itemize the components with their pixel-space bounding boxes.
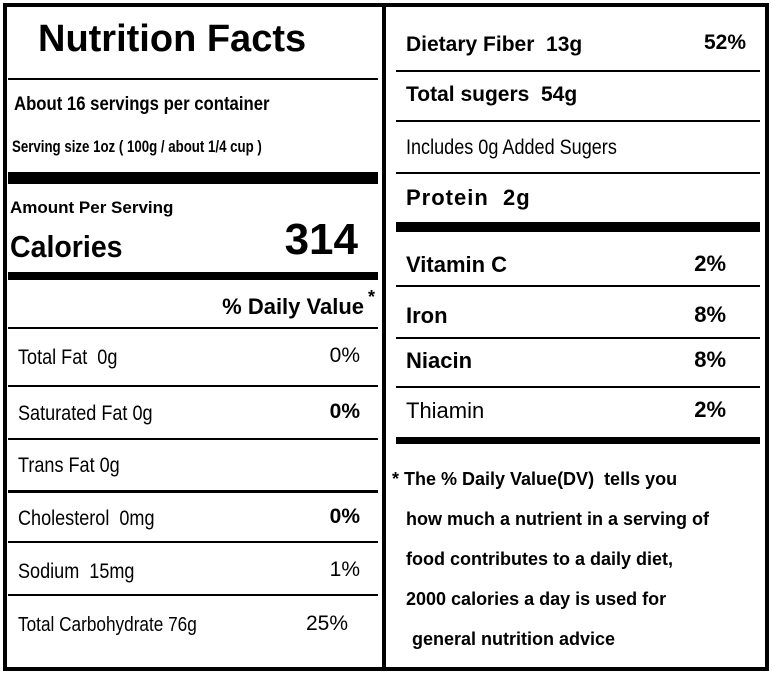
vitamin-dv: 8%: [694, 302, 726, 327]
thick-rule: [396, 437, 760, 444]
nutrient-dv: 1%: [329, 558, 360, 581]
nutrient-dv: 0%: [329, 505, 360, 528]
amount-per-serving: Amount Per Serving: [10, 198, 174, 217]
nutrient-dv: 52%: [703, 31, 746, 54]
rule: [396, 70, 760, 72]
border: [3, 3, 769, 7]
nutrient-name: Total Carbohydrate 76g: [18, 614, 197, 636]
nutrient-dv: 25%: [305, 612, 348, 635]
thick-rule: [396, 222, 760, 232]
rule: [8, 327, 378, 329]
rule: [396, 386, 760, 388]
calories-label: Calories: [10, 229, 123, 264]
rule: [8, 594, 378, 596]
title: Nutrition Facts: [38, 18, 307, 60]
serving-size: Serving size 1oz ( 100g / about 1/4 cup …: [12, 137, 262, 156]
footnote-line: food contributes to a daily diet,: [406, 549, 674, 569]
rule: [396, 120, 760, 122]
calories-value: 314: [284, 215, 358, 264]
rule: [8, 541, 378, 543]
nutrient-name: Total sugers 54g: [406, 83, 578, 106]
rule: [396, 172, 760, 174]
rule: [396, 285, 760, 287]
thick-rule: [8, 172, 378, 184]
vitamin-dv: 2%: [694, 397, 726, 422]
border: [3, 667, 769, 671]
vitamin-dv: 2%: [694, 251, 726, 276]
rule: [8, 385, 378, 387]
rule: [8, 78, 378, 80]
nutrient-name: Saturated Fat 0g: [18, 402, 153, 425]
border: [3, 3, 7, 671]
footnote-line: * The % Daily Value(DV) tells you: [392, 469, 678, 489]
footnote-line: general nutrition advice: [412, 629, 616, 649]
border: [765, 3, 769, 671]
vitamin-name: Niacin: [406, 348, 473, 373]
thick-rule: [8, 272, 378, 280]
nutrient-dv: 0%: [329, 400, 360, 423]
footnote-line: how much a nutrient in a serving of: [406, 509, 710, 529]
nutrient-name: Protein 2g: [406, 185, 531, 210]
vitamin-name: Thiamin: [406, 398, 485, 423]
nutrient-name: Includes 0g Added Sugers: [406, 136, 617, 159]
nutrient-name: Dietary Fiber 13g: [406, 33, 583, 56]
daily-value-mark: *: [368, 287, 376, 307]
servings: About 16 servings per container: [14, 94, 270, 115]
footnote-line: 2000 calories a day is used for: [406, 589, 667, 609]
nutrient-name: Trans Fat 0g: [18, 454, 120, 477]
vitamin-name: Iron: [406, 303, 448, 328]
rule: [396, 337, 760, 339]
vitamin-dv: 8%: [694, 347, 726, 372]
divider: [382, 3, 386, 671]
nutrient-name: Total Fat 0g: [18, 346, 118, 369]
nutrient-name: Sodium 15mg: [18, 560, 135, 583]
nutrient-dv: 0%: [329, 344, 360, 367]
daily-value-header: % Daily Value: [222, 294, 364, 319]
rule: [8, 490, 378, 493]
vitamin-name: Vitamin C: [406, 252, 508, 277]
nutrient-name: Cholesterol 0mg: [18, 507, 155, 530]
rule: [8, 438, 378, 440]
